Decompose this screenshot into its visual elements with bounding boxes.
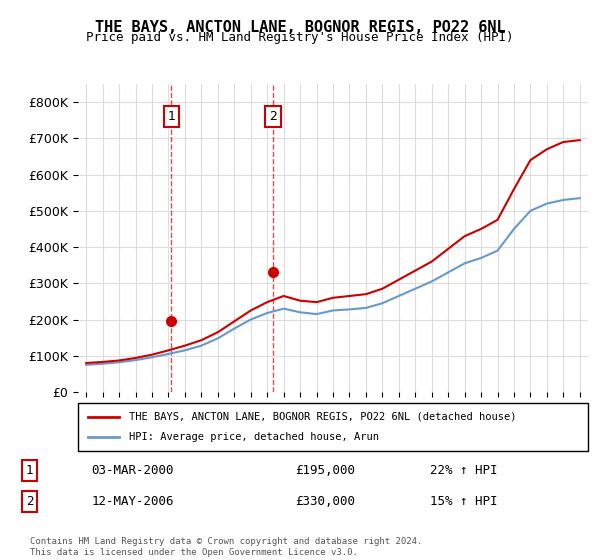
FancyBboxPatch shape — [78, 403, 588, 451]
Text: 03-MAR-2000: 03-MAR-2000 — [92, 464, 174, 477]
Text: £195,000: £195,000 — [295, 464, 355, 477]
Text: THE BAYS, ANCTON LANE, BOGNOR REGIS, PO22 6NL (detached house): THE BAYS, ANCTON LANE, BOGNOR REGIS, PO2… — [129, 412, 517, 422]
Text: £330,000: £330,000 — [295, 495, 355, 508]
Text: 15% ↑ HPI: 15% ↑ HPI — [430, 495, 497, 508]
Text: 1: 1 — [26, 464, 34, 477]
Text: Contains HM Land Registry data © Crown copyright and database right 2024.: Contains HM Land Registry data © Crown c… — [30, 537, 422, 546]
Text: Price paid vs. HM Land Registry's House Price Index (HPI): Price paid vs. HM Land Registry's House … — [86, 31, 514, 44]
Text: 2: 2 — [26, 495, 34, 508]
Text: 2: 2 — [269, 110, 277, 123]
Text: This data is licensed under the Open Government Licence v3.0.: This data is licensed under the Open Gov… — [30, 548, 358, 557]
Text: 12-MAY-2006: 12-MAY-2006 — [92, 495, 174, 508]
Text: THE BAYS, ANCTON LANE, BOGNOR REGIS, PO22 6NL: THE BAYS, ANCTON LANE, BOGNOR REGIS, PO2… — [95, 20, 505, 35]
Text: HPI: Average price, detached house, Arun: HPI: Average price, detached house, Arun — [129, 432, 379, 442]
Text: 22% ↑ HPI: 22% ↑ HPI — [430, 464, 497, 477]
Text: 1: 1 — [167, 110, 175, 123]
